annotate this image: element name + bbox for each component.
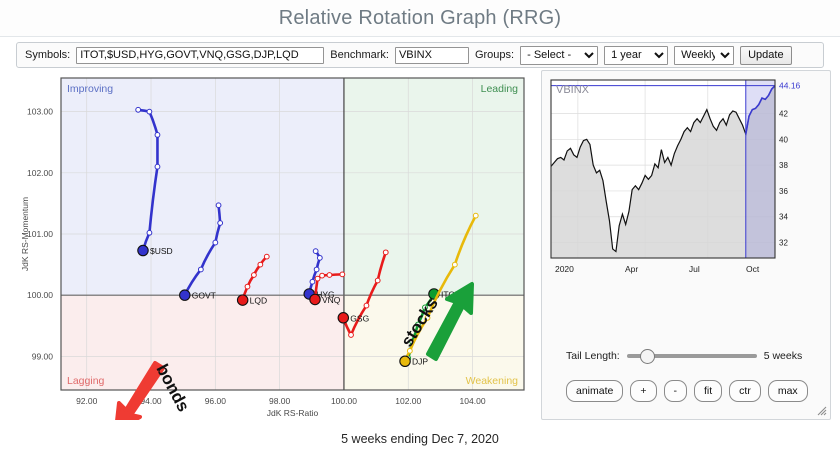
mini-y-tick-label: 38 — [779, 161, 788, 170]
groups-label: Groups: — [474, 49, 515, 61]
annotation-bonds-arrow — [114, 361, 165, 432]
tail-length-value: 5 weeks — [763, 350, 803, 362]
mini-y-tick-label: 40 — [779, 135, 788, 144]
chart-action-buttons: animate + - fit ctr max — [566, 380, 816, 402]
x-tick-label: 98.00 — [269, 396, 291, 406]
series-label-gsg: GSG — [350, 313, 369, 323]
annotation-stocks-arrow — [426, 282, 474, 361]
series-govt[interactable]: GOVT — [179, 202, 224, 301]
y-tick-label: 99.00 — [32, 351, 54, 361]
mini-last-value: 44.16 — [779, 81, 801, 91]
period-select[interactable]: 1 year — [604, 45, 669, 65]
mini-x-tick-label: Apr — [625, 264, 638, 274]
control-toolbar: Symbols: Benchmark: Groups: - Select - 1… — [16, 42, 824, 68]
quadrant-label-lagging: Lagging — [67, 375, 105, 387]
tail-length-slider[interactable] — [626, 349, 757, 364]
fit-button[interactable]: fit — [694, 380, 723, 402]
mini-chart-symbol: VBINX — [556, 84, 590, 96]
update-button[interactable]: Update — [740, 45, 792, 65]
series-label-hyg: HYG — [316, 289, 334, 299]
x-tick-label: 94.00 — [140, 396, 162, 406]
x-tick-label: 104.00 — [460, 396, 486, 406]
chart-caption: 5 weeks ending Dec 7, 2020 — [341, 432, 499, 446]
y-tick-label: 101.00 — [27, 229, 53, 239]
x-axis-title: JdK RS-Ratio — [267, 408, 319, 418]
symbols-label: Symbols: — [25, 49, 71, 61]
side-panel: 32 34 36 38 40 42 44.16 2020 Apr Jul Oct VBINX Tail… — [541, 70, 831, 420]
frequency-select[interactable]: Weekly — [674, 45, 735, 65]
center-button[interactable]: ctr — [729, 380, 761, 402]
y-axis-title: JdK RS-Momentum — [20, 197, 30, 271]
tail-length-slider-handle[interactable] — [639, 349, 655, 364]
benchmark-label: Benchmark: — [330, 49, 389, 61]
series-label-djp: DJP — [412, 357, 428, 367]
series-label-vnq: VNQ — [322, 295, 341, 305]
x-tick-label: 100.00 — [331, 396, 357, 406]
header-divider — [0, 36, 840, 37]
groups-select[interactable]: - Select - — [520, 45, 599, 65]
x-tick-label: 102.00 — [395, 396, 421, 406]
series-label-usd: $USD — [150, 246, 173, 256]
quadrant-label-leading: Leading — [481, 83, 519, 95]
benchmark-mini-chart[interactable]: 32 34 36 38 40 42 44.16 2020 Apr Jul Oct VBINX — [547, 76, 825, 284]
quadrant-label-weakening: Weakening — [466, 375, 519, 387]
mini-y-tick-label: 34 — [779, 213, 788, 222]
mini-y-tick-label: 32 — [779, 239, 788, 248]
series-gsg[interactable]: GSG — [337, 249, 389, 338]
zoom-in-button[interactable]: + — [630, 380, 657, 402]
x-tick-label: 92.00 — [76, 396, 98, 406]
quadrant-label-improving: Improving — [67, 83, 113, 95]
mini-y-tick-label: 42 — [779, 110, 788, 119]
series-lqd[interactable]: LQD — [236, 253, 270, 306]
series-vnq[interactable]: VNQ — [309, 271, 346, 306]
benchmark-svg-canvas: 32 34 36 38 40 42 44.16 2020 Apr Jul Oct VBINX — [550, 79, 801, 274]
symbols-input[interactable] — [76, 46, 325, 64]
tail-length-control: Tail Length: 5 weeks — [566, 347, 816, 365]
resize-grip-icon[interactable] — [815, 404, 827, 416]
tail-length-label: Tail Length: — [566, 350, 620, 362]
y-tick-label: 102.00 — [27, 168, 53, 178]
benchmark-input[interactable] — [394, 46, 469, 64]
animate-button[interactable]: animate — [566, 380, 624, 402]
mini-x-tick-label: 2020 — [555, 264, 574, 274]
maximize-button[interactable]: max — [767, 380, 808, 402]
series-label-itot: ITOT — [441, 289, 460, 299]
zoom-out-button[interactable]: - — [663, 380, 687, 402]
rrg-plot[interactable]: Improving Leading Lagging Weakening 92.00 94.… — [16, 70, 536, 432]
mini-x-tick-label: Jul — [689, 264, 700, 274]
y-tick-label: 100.00 — [27, 290, 53, 300]
series-djp[interactable]: DJP — [399, 212, 479, 367]
page-title: Relative Rotation Graph (RRG) — [0, 0, 840, 36]
rrg-svg-canvas[interactable]: Improving Leading Lagging Weakening 92.00 94.… — [16, 70, 536, 432]
series-label-govt: GOVT — [192, 291, 216, 301]
y-tick-label: 103.00 — [27, 107, 53, 117]
mini-y-tick-label: 36 — [779, 187, 788, 196]
series-usd[interactable]: $USD — [135, 106, 173, 257]
x-tick-label: 96.00 — [205, 396, 227, 406]
mini-x-tick-label: Oct — [746, 264, 760, 274]
series-label-lqd: LQD — [250, 296, 267, 306]
